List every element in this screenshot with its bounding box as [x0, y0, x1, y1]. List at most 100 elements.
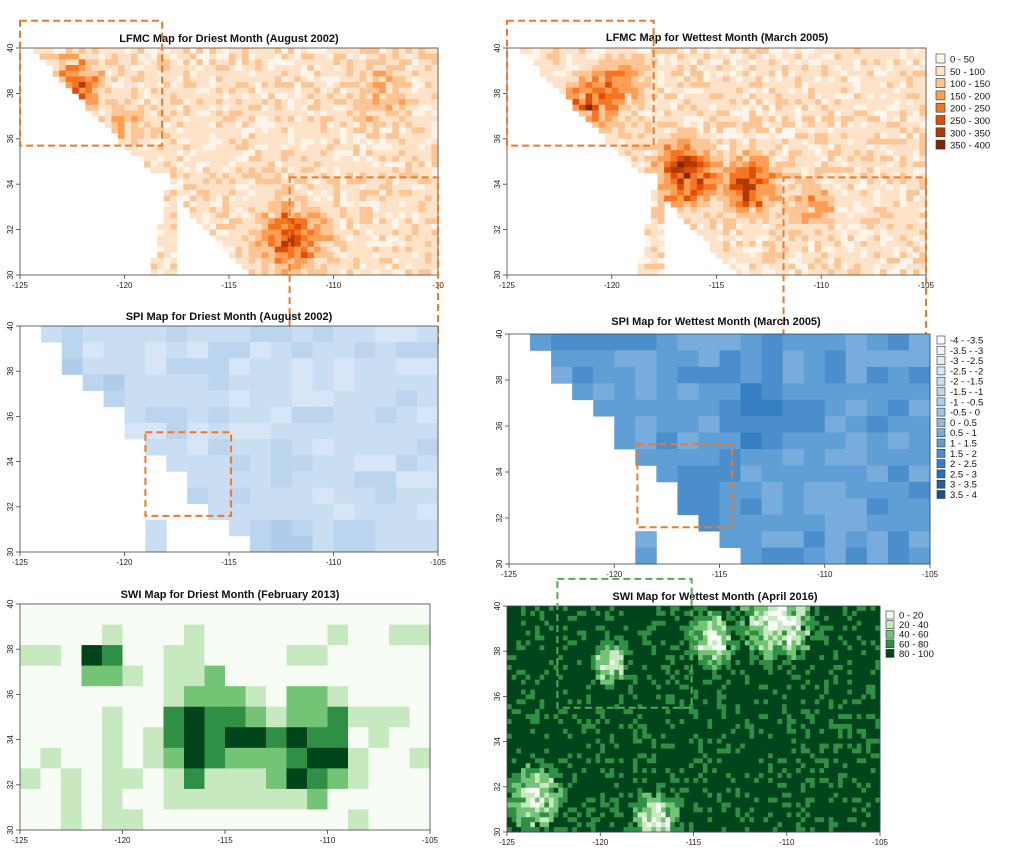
raster-cell	[775, 104, 783, 111]
x-tick-label: -120	[116, 558, 133, 567]
raster-cell	[268, 144, 276, 151]
raster-cell	[644, 240, 652, 248]
raster-cell	[145, 358, 167, 375]
raster-cell	[880, 252, 888, 259]
raster-cell	[664, 76, 672, 83]
raster-cell	[723, 53, 730, 60]
raster-cell	[698, 449, 720, 466]
raster-cell	[631, 104, 639, 111]
raster-cell	[183, 138, 191, 145]
raster-cell	[886, 252, 894, 259]
raster-cell	[611, 110, 619, 117]
raster-cell	[242, 161, 249, 168]
raster-cell	[870, 615, 876, 622]
legend-label: 0 - 0.5	[950, 418, 977, 429]
raster-cell	[268, 53, 276, 60]
raster-cell	[85, 99, 93, 106]
raster-cell	[581, 625, 587, 631]
raster-cell	[709, 53, 717, 60]
raster-cell	[873, 201, 881, 208]
raster-cell	[801, 184, 809, 191]
raster-cell	[176, 138, 184, 145]
raster-cell	[690, 144, 698, 151]
raster-cell	[873, 104, 881, 111]
y-tick-label: 36	[495, 421, 504, 430]
raster-cell	[768, 189, 776, 196]
raster-cell	[353, 82, 361, 89]
raster-cell	[170, 229, 178, 236]
raster-cell	[821, 235, 829, 242]
raster-cell	[912, 110, 920, 117]
raster-cell	[424, 240, 432, 248]
raster-cell	[742, 155, 750, 162]
raster-cell	[229, 212, 236, 219]
raster-cell	[333, 206, 341, 213]
raster-cell	[856, 610, 862, 617]
raster-cell	[893, 263, 901, 270]
raster-cell	[698, 514, 720, 532]
raster-cell	[657, 218, 665, 225]
raster-cell	[326, 178, 334, 185]
raster-cell	[424, 167, 432, 174]
raster-cell	[749, 150, 757, 157]
raster-cell	[664, 189, 672, 196]
raster-cell	[742, 189, 750, 196]
raster-cell	[526, 53, 534, 60]
raster-cell	[880, 138, 888, 145]
raster-cell	[424, 110, 432, 117]
raster-cell	[749, 178, 757, 185]
raster-cell	[683, 82, 691, 89]
raster-cell	[368, 809, 390, 831]
raster-cell	[255, 53, 263, 60]
raster-cell	[821, 59, 829, 66]
raster-cell	[808, 195, 816, 202]
raster-cell	[261, 76, 269, 83]
raster-cell	[340, 104, 347, 111]
raster-cell	[248, 110, 256, 117]
raster-cell	[117, 70, 125, 77]
raster-cell	[632, 606, 638, 612]
raster-cell	[559, 59, 567, 66]
raster-cell	[366, 223, 374, 230]
raster-cell	[742, 138, 750, 145]
raster-cell	[808, 116, 816, 123]
raster-cell	[274, 229, 282, 236]
raster-cell	[665, 620, 671, 627]
raster-cell	[824, 610, 830, 617]
raster-cell	[183, 144, 191, 151]
raster-cell	[852, 625, 858, 631]
raster-cell	[143, 665, 164, 687]
raster-cell	[860, 223, 868, 230]
raster-cell	[742, 263, 750, 270]
raster-cell	[411, 240, 419, 248]
raster-cell	[307, 257, 315, 265]
raster-cell	[124, 121, 132, 128]
raster-cell	[313, 104, 321, 111]
raster-cell	[242, 70, 249, 77]
raster-cell	[887, 416, 910, 433]
raster-cell	[117, 59, 125, 66]
raster-cell	[919, 82, 927, 89]
raster-cell	[707, 630, 713, 636]
raster-cell	[222, 178, 230, 185]
raster-cell	[270, 455, 293, 472]
raster-cell	[768, 76, 776, 83]
raster-cell	[385, 87, 393, 94]
raster-cell	[795, 252, 803, 259]
raster-cell	[886, 257, 894, 265]
raster-cell	[788, 133, 796, 140]
raster-cell	[255, 48, 263, 55]
raster-cell	[719, 399, 741, 417]
raster-cell	[919, 53, 927, 60]
raster-cell	[366, 150, 374, 157]
raster-cell	[170, 212, 178, 219]
raster-cell	[300, 212, 308, 219]
raster-cell	[651, 133, 658, 140]
raster-cell	[372, 59, 380, 66]
raster-cell	[398, 93, 406, 100]
raster-cell	[242, 104, 249, 111]
raster-cell	[81, 624, 103, 646]
raster-cell	[392, 269, 400, 276]
raster-cell	[379, 184, 387, 191]
raster-cell	[651, 615, 657, 622]
